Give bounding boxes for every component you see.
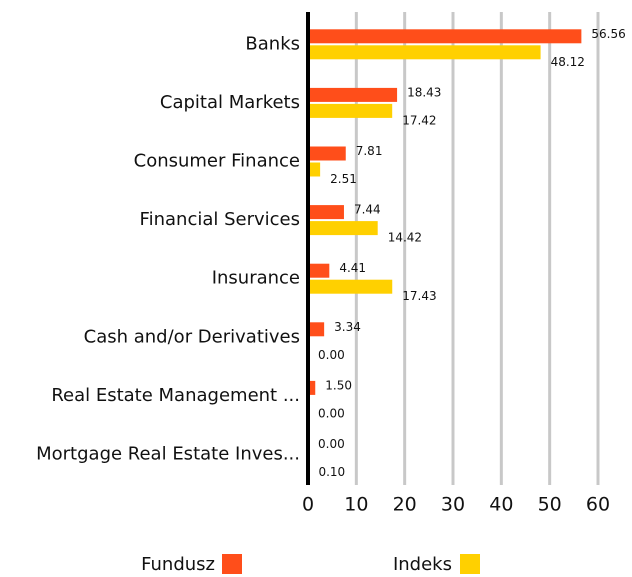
value-label: 0.00 bbox=[318, 406, 345, 420]
value-label: 17.43 bbox=[402, 289, 436, 303]
y-tick-label: Real Estate Management ... bbox=[51, 385, 300, 406]
bar bbox=[308, 103, 393, 118]
bar bbox=[308, 146, 346, 161]
x-tick-label: 30 bbox=[441, 494, 465, 516]
legend-swatch bbox=[460, 554, 480, 574]
y-tick-label: Cash and/or Derivatives bbox=[84, 326, 300, 347]
y-tick-label: Mortgage Real Estate Inves... bbox=[36, 444, 300, 465]
x-tick-label: 40 bbox=[489, 494, 513, 516]
value-label: 48.12 bbox=[551, 55, 585, 69]
y-tick-label: Consumer Finance bbox=[134, 151, 300, 172]
legend-swatch bbox=[222, 554, 242, 574]
bar bbox=[308, 322, 325, 337]
value-label: 7.81 bbox=[356, 144, 383, 158]
legend-label: Fundusz bbox=[141, 554, 215, 575]
x-tick-label: 10 bbox=[344, 494, 368, 516]
x-tick-label: 50 bbox=[538, 494, 562, 516]
value-label: 0.10 bbox=[318, 465, 345, 479]
bar bbox=[308, 279, 393, 294]
value-label: 17.42 bbox=[402, 113, 436, 127]
value-label: 14.42 bbox=[388, 231, 422, 245]
bar bbox=[308, 221, 378, 236]
value-label: 0.00 bbox=[318, 437, 345, 451]
x-tick-label: 60 bbox=[586, 494, 610, 516]
bar bbox=[308, 162, 321, 177]
y-tick-label: Insurance bbox=[212, 268, 300, 289]
value-label: 56.56 bbox=[591, 27, 625, 41]
bar bbox=[308, 380, 316, 395]
legend-label: Indeks bbox=[393, 554, 452, 575]
bar bbox=[308, 29, 582, 44]
value-label: 0.00 bbox=[318, 348, 345, 362]
y-tick-label: Financial Services bbox=[140, 209, 300, 230]
x-tick-label: 0 bbox=[302, 494, 314, 516]
value-label: 18.43 bbox=[407, 85, 441, 99]
y-tick-label: Banks bbox=[245, 33, 300, 54]
y-tick-label: Capital Markets bbox=[160, 92, 300, 113]
value-label: 7.44 bbox=[354, 203, 381, 217]
value-label: 4.41 bbox=[339, 261, 366, 275]
value-label: 2.51 bbox=[330, 172, 357, 186]
value-label: 1.50 bbox=[325, 378, 352, 392]
bar bbox=[308, 87, 398, 102]
bar bbox=[308, 263, 330, 278]
x-tick-label: 20 bbox=[393, 494, 417, 516]
bar bbox=[308, 45, 541, 60]
bar bbox=[308, 205, 344, 220]
value-label: 3.34 bbox=[334, 320, 361, 334]
